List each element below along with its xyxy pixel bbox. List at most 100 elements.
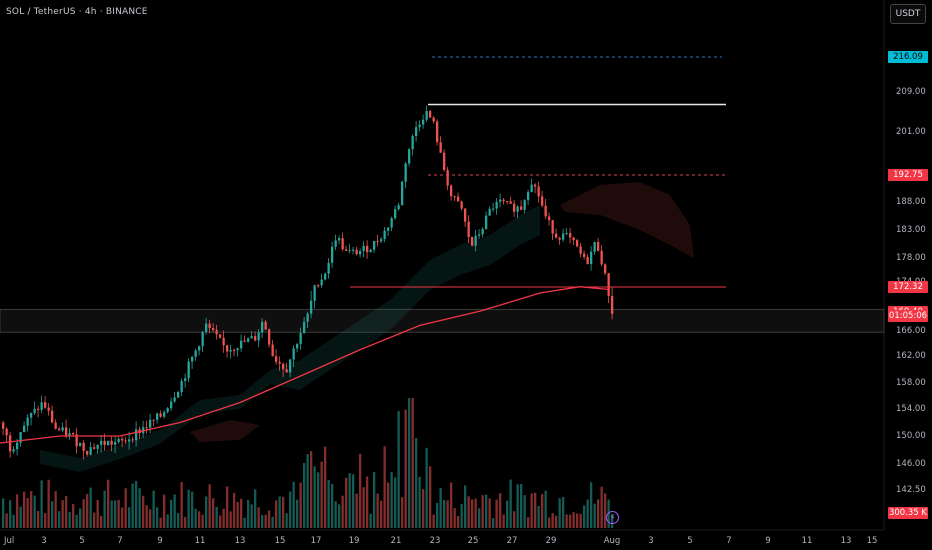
volume-bar — [474, 498, 477, 528]
candle-body — [516, 206, 519, 212]
lightning-icon[interactable]: ⚡ — [606, 511, 619, 524]
volume-bar — [390, 472, 393, 528]
volume-bar — [436, 502, 439, 528]
candle-body — [327, 262, 330, 274]
price-tag: 216.09 — [888, 51, 928, 64]
volume-bar — [254, 489, 257, 528]
volume-bar — [156, 507, 159, 528]
volume-bar — [502, 514, 505, 528]
candle-body — [187, 361, 190, 379]
candle-body — [89, 447, 92, 455]
time-tick: 9 — [157, 536, 163, 546]
candle-body — [247, 338, 250, 342]
time-tick: 7 — [726, 536, 732, 546]
candle-body — [156, 413, 159, 420]
volume-bar — [593, 503, 596, 528]
candle-body — [275, 356, 278, 362]
candle-body — [264, 321, 267, 330]
volume-bar — [163, 494, 166, 528]
volume-bar — [572, 512, 575, 528]
candle-body — [586, 256, 589, 265]
candle-body — [282, 363, 285, 370]
candle-body — [226, 345, 229, 352]
volume-bar — [380, 500, 383, 528]
candle-body — [348, 250, 351, 252]
candle-body — [597, 242, 600, 251]
volume-bar — [247, 499, 250, 528]
volume-bar — [5, 513, 8, 528]
volume-bar — [562, 496, 565, 528]
candle-body — [194, 350, 197, 357]
time-tick: 27 — [506, 536, 518, 546]
volume-bar — [65, 496, 68, 528]
volume-bar — [303, 462, 306, 528]
volume-bar — [131, 483, 134, 528]
volume-bar — [205, 496, 208, 528]
volume-bar — [443, 500, 446, 528]
volume-bar — [86, 493, 89, 528]
volume-bar — [173, 494, 176, 528]
candle-body — [12, 449, 15, 452]
volume-bar — [107, 479, 110, 528]
volume-bar — [159, 517, 162, 528]
price-tick: 209.00 — [896, 87, 926, 97]
volume-bar — [268, 510, 271, 528]
volume-bar — [352, 474, 355, 528]
cloud-bear — [560, 182, 694, 258]
candle-body — [299, 333, 302, 345]
candle-body — [562, 233, 565, 240]
candle-body — [208, 323, 211, 328]
volume-bar — [485, 494, 488, 528]
volume-bar — [261, 514, 264, 528]
candle-body — [341, 238, 344, 250]
candle-body — [390, 218, 393, 228]
candle-body — [611, 295, 614, 314]
price-tick: 166.00 — [896, 326, 926, 336]
candle-body — [261, 321, 264, 333]
candle-body — [191, 356, 194, 362]
volume-bar — [114, 500, 117, 528]
volume-bar — [68, 511, 71, 528]
candle-body — [572, 237, 575, 241]
price-tick: 183.00 — [896, 225, 926, 235]
candle-body — [82, 442, 85, 451]
candle-body — [61, 427, 64, 431]
candle-body — [212, 327, 215, 330]
candle-body — [40, 402, 43, 410]
volume-bar — [338, 504, 341, 528]
time-tick: 23 — [429, 536, 441, 546]
candle-body — [250, 336, 253, 339]
volume-bar — [565, 514, 568, 528]
candle-body — [2, 422, 5, 429]
volume-bar — [327, 479, 330, 528]
candle-body — [366, 245, 369, 253]
volume-bar — [401, 497, 404, 528]
cloud-bull — [40, 205, 540, 472]
currency-button[interactable]: USDT — [890, 4, 926, 24]
volume-bar — [341, 495, 344, 528]
volume-bar — [457, 515, 460, 528]
candle-body — [453, 196, 456, 198]
candle-body — [173, 397, 176, 402]
volume-bar — [201, 514, 204, 528]
volume-bar — [12, 514, 15, 528]
candle-body — [159, 413, 162, 417]
volume-bar — [415, 437, 418, 528]
candle-body — [68, 433, 71, 437]
volume-bar — [250, 504, 253, 528]
candle-body — [443, 152, 446, 170]
volume-bar — [345, 477, 348, 528]
volume-bar — [331, 483, 334, 528]
candle-body — [541, 196, 544, 206]
candle-body — [544, 205, 547, 217]
volume-bar — [348, 473, 351, 528]
volume-bar — [313, 466, 316, 528]
candle-body — [359, 251, 362, 255]
candle-body — [583, 253, 586, 257]
candle-body — [121, 438, 124, 441]
candle-body — [530, 184, 533, 193]
volume-bar — [548, 517, 551, 528]
volume-bar — [373, 472, 376, 528]
volume-bar — [177, 512, 180, 528]
